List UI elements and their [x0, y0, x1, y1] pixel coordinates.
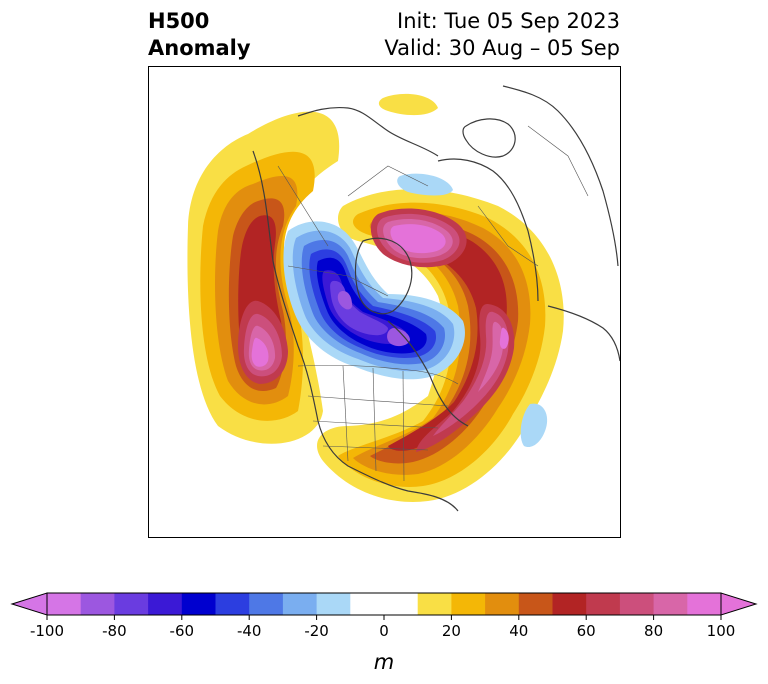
colorbar-extend-max — [720, 592, 758, 616]
colorbar-tick-label: 20 — [442, 622, 461, 640]
title-line-1: H500 — [148, 9, 210, 33]
colorbar-tick-label: -100 — [30, 622, 64, 640]
hudson-trough — [283, 221, 465, 380]
colorbar-segment — [114, 593, 149, 615]
colorbar-segment — [47, 593, 82, 615]
colorbar-segment — [518, 593, 553, 615]
western-ridge — [187, 111, 340, 444]
colorbar-segment — [148, 593, 183, 615]
colorbar-segment — [619, 593, 654, 615]
colorbar-segment — [485, 593, 520, 615]
valid-range: Valid: 30 Aug – 05 Sep — [384, 36, 620, 60]
colorbar-segment — [586, 593, 621, 615]
colorbar-tick-label: -60 — [170, 622, 195, 640]
colorbar-segment — [552, 593, 587, 615]
eastern-ridge — [317, 189, 564, 502]
colorbar-tick-label: 60 — [577, 622, 596, 640]
colorbar-segment — [282, 593, 317, 615]
colorbar-tick-label: 0 — [379, 622, 389, 640]
colorbar: -100 -80 -60 -40 -20 0 20 40 60 80 100 m — [10, 592, 758, 674]
colorbar-segment — [249, 593, 284, 615]
colorbar-tick-label: -20 — [304, 622, 329, 640]
coastlines — [252, 85, 621, 512]
init-date: Init: Tue 05 Sep 2023 — [397, 9, 620, 33]
title-line-2: Anomaly — [148, 36, 251, 60]
colorbar-tick-label: -40 — [237, 622, 262, 640]
anomaly-map — [148, 66, 621, 538]
colorbar-segment — [451, 593, 486, 615]
colorbar-tick-label: -80 — [102, 622, 127, 640]
colorbar-tick-label: 40 — [509, 622, 528, 640]
colorbar-segment — [215, 593, 250, 615]
colorbar-segment — [350, 593, 385, 615]
colorbar-tick-label: 80 — [644, 622, 663, 640]
date-block: Init: Tue 05 Sep 2023 Valid: 30 Aug – 05… — [384, 8, 620, 62]
colorbar-segment — [384, 593, 419, 615]
colorbar-tick-label: 100 — [707, 622, 736, 640]
colorbar-segment — [417, 593, 452, 615]
colorbar-segment — [80, 593, 115, 615]
colorbar-extend-min — [10, 592, 48, 616]
colorbar-unit-label: m — [374, 650, 394, 674]
arctic-yellow-patch — [378, 93, 438, 116]
colorbar-segment — [687, 593, 722, 615]
title-block: H500 Anomaly — [148, 8, 251, 62]
colorbar-segment — [316, 593, 351, 615]
borders — [277, 125, 589, 482]
colorbar-segment — [181, 593, 216, 615]
colorbar-segment — [653, 593, 688, 615]
atlantic-trough — [520, 403, 548, 448]
